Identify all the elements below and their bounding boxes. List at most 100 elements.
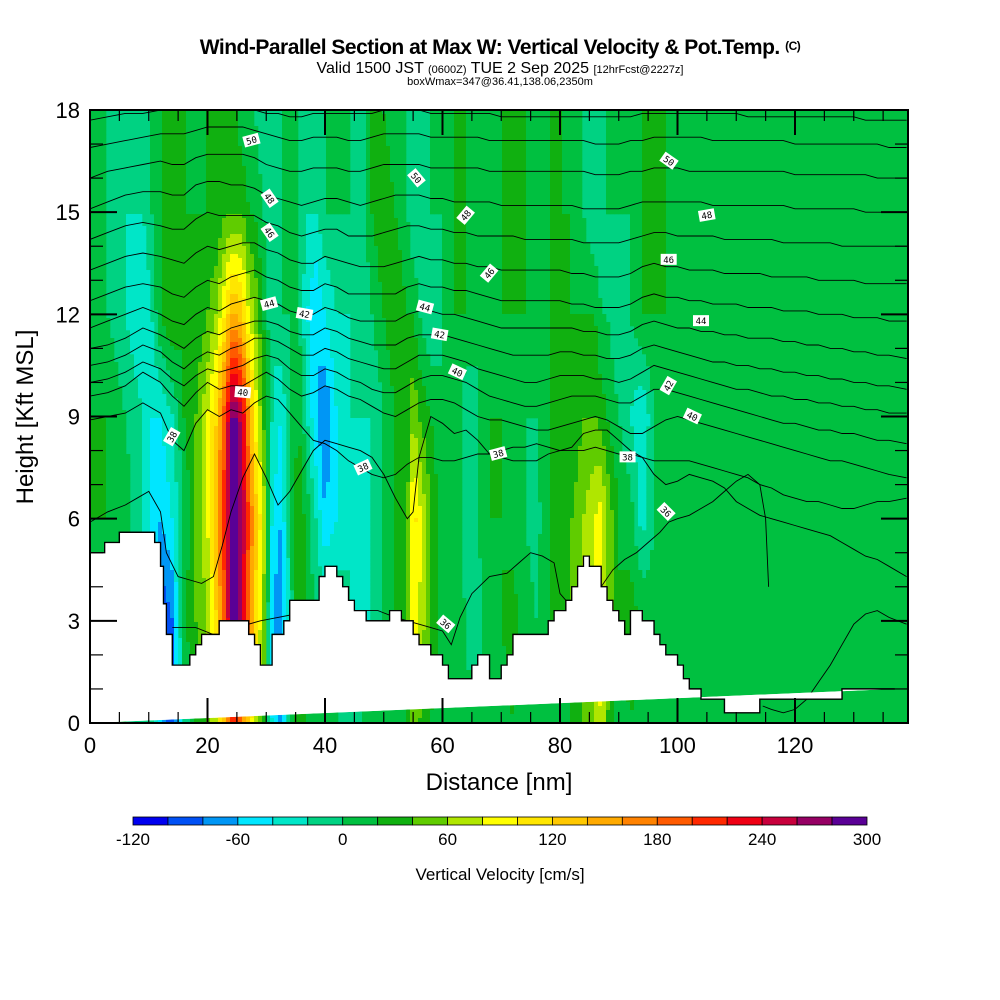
velocity-cell <box>218 718 222 722</box>
velocity-cell <box>222 238 226 242</box>
velocity-cell <box>186 246 190 250</box>
velocity-cell <box>174 122 178 126</box>
velocity-cell <box>190 462 194 466</box>
velocity-cell <box>238 522 242 526</box>
velocity-cell <box>226 234 230 238</box>
velocity-cell <box>102 430 106 434</box>
velocity-cell <box>242 378 246 382</box>
velocity-cell <box>202 198 206 202</box>
velocity-cell <box>134 290 138 294</box>
velocity-cell <box>170 526 174 530</box>
velocity-cell <box>150 450 154 454</box>
velocity-cell <box>206 314 210 318</box>
velocity-cell <box>230 306 234 310</box>
velocity-cell <box>190 270 194 274</box>
velocity-cell <box>102 334 106 338</box>
velocity-cell <box>242 358 246 362</box>
velocity-cell <box>150 338 154 342</box>
velocity-cell <box>206 374 210 378</box>
velocity-cell <box>214 358 218 362</box>
velocity-cell <box>182 506 186 510</box>
velocity-cell <box>154 118 158 122</box>
velocity-cell <box>110 410 114 414</box>
velocity-cell <box>178 214 182 218</box>
velocity-cell <box>222 194 226 198</box>
velocity-cell <box>166 146 170 150</box>
velocity-cell <box>170 174 174 178</box>
velocity-cell <box>154 438 158 442</box>
velocity-cell <box>114 446 118 450</box>
velocity-cell <box>174 358 178 362</box>
velocity-cell <box>234 258 238 262</box>
velocity-cell <box>234 378 238 382</box>
velocity-cell <box>226 506 230 510</box>
velocity-cell <box>126 270 130 274</box>
velocity-cell <box>154 522 158 526</box>
velocity-cell <box>178 306 182 310</box>
velocity-cell <box>162 446 166 450</box>
velocity-cell <box>122 522 126 526</box>
velocity-cell <box>98 130 102 134</box>
velocity-cell <box>194 246 198 250</box>
velocity-cell <box>206 550 210 554</box>
velocity-cell <box>194 174 198 178</box>
velocity-cell <box>198 550 202 554</box>
velocity-cell <box>194 146 198 150</box>
velocity-cell <box>202 494 206 498</box>
velocity-cell <box>198 510 202 514</box>
velocity-cell <box>190 238 194 242</box>
velocity-cell <box>194 206 198 210</box>
velocity-cell <box>234 270 238 274</box>
velocity-cell <box>222 382 226 386</box>
velocity-cell <box>190 542 194 546</box>
velocity-cell <box>150 390 154 394</box>
velocity-cell <box>150 366 154 370</box>
velocity-cell <box>166 174 170 178</box>
velocity-cell <box>190 482 194 486</box>
velocity-cell <box>210 566 214 570</box>
velocity-cell <box>158 154 162 158</box>
velocity-cell <box>222 266 226 270</box>
velocity-cell <box>178 370 182 374</box>
velocity-cell <box>150 414 154 418</box>
velocity-cell <box>138 234 142 238</box>
velocity-cell <box>114 458 118 462</box>
velocity-cell <box>94 250 98 254</box>
velocity-cell <box>214 250 218 254</box>
velocity-cell <box>178 302 182 306</box>
velocity-cell <box>162 518 166 522</box>
velocity-cell <box>222 214 226 218</box>
velocity-cell <box>106 354 110 358</box>
velocity-cell <box>230 586 234 590</box>
velocity-cell <box>154 414 158 418</box>
velocity-cell <box>154 450 158 454</box>
velocity-cell <box>182 410 186 414</box>
velocity-cell <box>170 598 174 602</box>
velocity-cell <box>146 442 150 446</box>
velocity-cell <box>242 158 246 162</box>
velocity-cell <box>230 418 234 422</box>
velocity-cell <box>102 402 106 406</box>
velocity-cell <box>242 414 246 418</box>
velocity-cell <box>158 326 162 330</box>
velocity-cell <box>206 582 210 586</box>
velocity-cell <box>158 214 162 218</box>
velocity-cell <box>230 222 234 226</box>
velocity-cell <box>182 518 186 522</box>
velocity-cell <box>198 314 202 318</box>
velocity-cell <box>166 310 170 314</box>
velocity-cell <box>214 194 218 198</box>
velocity-cell <box>154 306 158 310</box>
velocity-cell <box>190 614 194 618</box>
velocity-cell <box>218 222 222 226</box>
velocity-cell <box>222 394 226 398</box>
velocity-cell <box>106 438 110 442</box>
velocity-cell <box>238 574 242 578</box>
velocity-cell <box>94 318 98 322</box>
velocity-cell <box>190 370 194 374</box>
velocity-cell <box>222 146 226 150</box>
velocity-cell <box>162 122 166 126</box>
velocity-cell <box>170 134 174 138</box>
velocity-cell <box>202 434 206 438</box>
velocity-cell <box>142 374 146 378</box>
